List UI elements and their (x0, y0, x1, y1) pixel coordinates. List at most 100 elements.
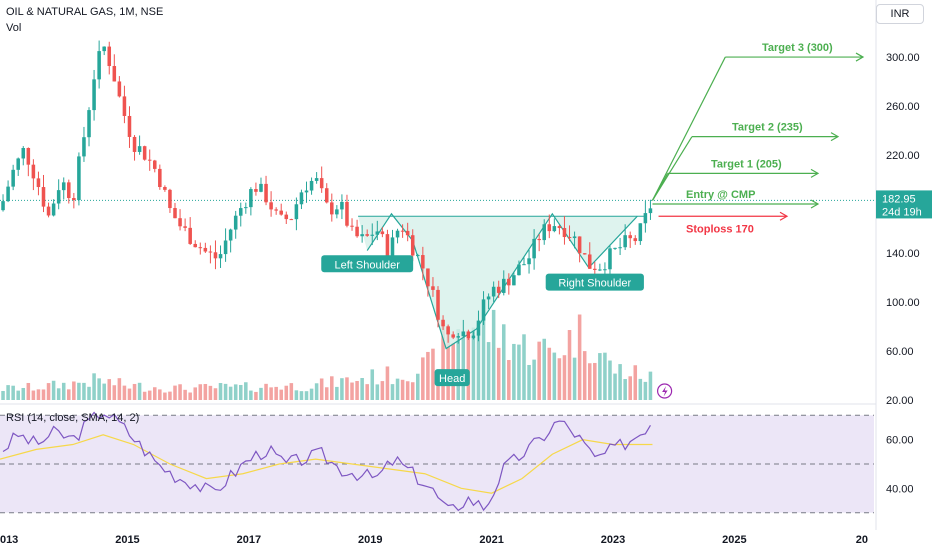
candle-body (496, 286, 501, 293)
candle-body (421, 255, 425, 269)
volume-bar (21, 387, 26, 400)
candle-body (153, 160, 157, 169)
right-shoulder-label-bg (545, 273, 644, 291)
volume-bar (294, 390, 299, 400)
candle-body (92, 79, 96, 111)
volume-bar (522, 334, 526, 400)
volume-bar (456, 329, 461, 400)
candle-body (132, 136, 137, 152)
pattern-outline (366, 212, 638, 350)
candle-body (577, 236, 582, 254)
volume-bar (188, 392, 192, 400)
candle-body (623, 235, 627, 248)
volume-bar (16, 390, 20, 400)
candle-body (633, 238, 638, 242)
candle-body (193, 243, 198, 248)
candle-body (481, 299, 486, 321)
right-shoulder-label: Right Shoulder (558, 278, 631, 290)
candle-body (628, 235, 632, 239)
volume-bar (491, 309, 496, 400)
volume-bar (567, 330, 572, 400)
candle-body (1, 201, 5, 211)
candle-body (537, 238, 541, 241)
price-axis-tick: 60.00 (886, 346, 914, 358)
volume-bar (603, 352, 607, 400)
candle-body (117, 81, 122, 97)
target-label: Target 1 (205) (711, 158, 782, 170)
volume-bar (481, 311, 486, 400)
candle-body (340, 201, 344, 210)
price-axis-tick: 220.00 (886, 150, 920, 162)
candle-body (390, 237, 395, 259)
candle-body (365, 234, 369, 236)
candle-body (436, 289, 440, 320)
volume-bar (532, 359, 536, 400)
volume-bar (259, 387, 263, 400)
candle-body (183, 226, 187, 228)
level-arrowhead (855, 52, 865, 62)
candle-body (178, 218, 182, 227)
currency-selector[interactable]: INR (876, 4, 924, 24)
volume-bar (365, 384, 369, 400)
candle-body (269, 202, 273, 210)
candle-body (542, 224, 546, 241)
head-label-bg (434, 369, 470, 387)
candle-body (77, 156, 81, 201)
time-axis-tick: 2019 (358, 534, 382, 546)
volume-bar (618, 364, 622, 400)
volume-bar (193, 387, 198, 400)
candle-body (21, 148, 26, 159)
candle-body (188, 227, 192, 244)
volume-bar (223, 383, 228, 400)
volume-bar (466, 335, 471, 400)
volume-bar (608, 360, 612, 400)
candle-body (552, 226, 557, 232)
volume-bar (26, 382, 31, 400)
volume-bar (228, 386, 233, 400)
volume-bar (6, 385, 10, 400)
candle-body (173, 208, 177, 219)
price-axis-tick: 100.00 (886, 297, 920, 309)
volume-bar (501, 324, 506, 400)
volume-bar (370, 369, 375, 400)
volume-bar (254, 391, 258, 400)
candle-body (158, 168, 162, 188)
volume-bar (51, 380, 56, 400)
candle-body (36, 178, 41, 188)
volume-bar (461, 336, 466, 400)
volume-bar (173, 385, 177, 400)
candle-body (643, 213, 648, 224)
candle-body (163, 187, 167, 190)
candle-body (582, 253, 587, 255)
volume-bar (289, 383, 294, 400)
left-shoulder-label-bg (321, 255, 414, 273)
candle-body (410, 235, 415, 256)
volume-bar (577, 314, 582, 400)
candle-body (370, 234, 375, 236)
volume-bar (218, 383, 223, 400)
volume-bar (628, 376, 632, 400)
candle-body (486, 296, 491, 300)
volume-bar (208, 385, 213, 400)
volume-bar (304, 391, 309, 400)
candle-body (593, 268, 597, 270)
candle-body (395, 230, 400, 238)
volume-bar (31, 390, 36, 400)
time-axis-tick: 20 (856, 534, 868, 546)
volume-bar (61, 382, 66, 400)
volume-bar (249, 390, 253, 400)
candle-body (572, 236, 577, 239)
volume-bar (127, 388, 132, 400)
bolt-glyph (662, 386, 668, 397)
candle-body (112, 66, 117, 82)
volume-bar (82, 382, 86, 400)
volume-bar (309, 388, 314, 400)
candle-body (476, 320, 481, 336)
candle-body (471, 335, 476, 339)
volume-bar (274, 386, 278, 400)
candle-body (168, 189, 172, 209)
target-ray (651, 56, 726, 201)
rsi-ma-line (0, 434, 653, 494)
candle-body (41, 187, 46, 207)
